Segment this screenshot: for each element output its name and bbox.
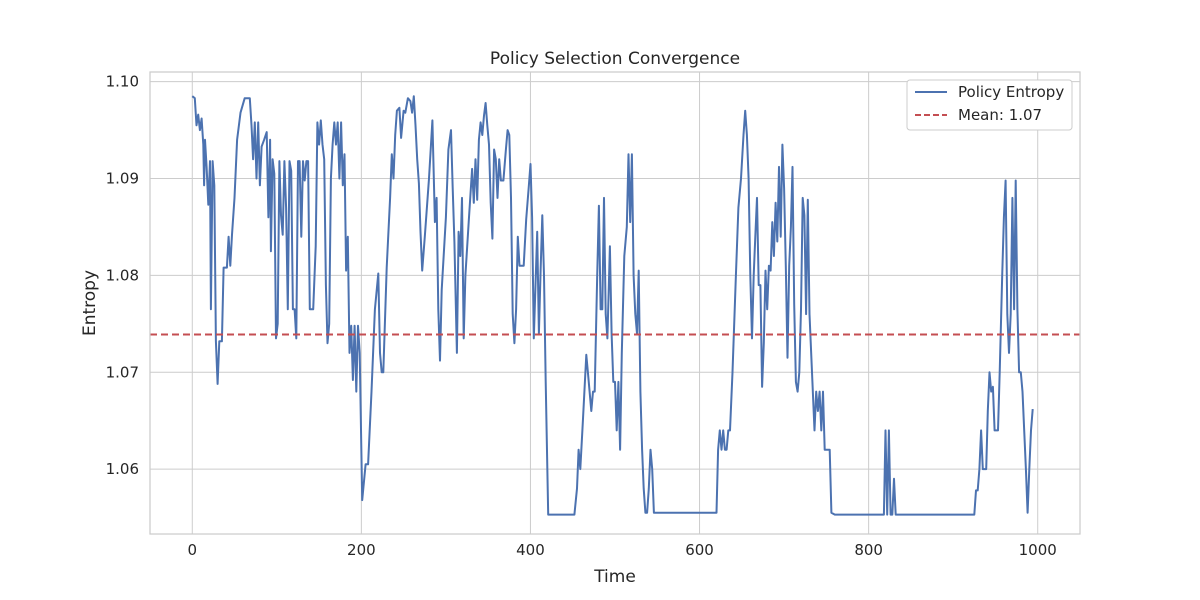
legend-label-mean: Mean: 1.07 — [958, 106, 1042, 124]
x-tick-label: 400 — [516, 541, 545, 559]
legend-box — [906, 79, 1073, 131]
legend-label-policy-entropy: Policy Entropy — [958, 83, 1064, 101]
series-layer — [150, 95, 1080, 516]
y-axis-label: Entropy — [80, 270, 100, 336]
plot-area — [150, 72, 1080, 534]
x-tick-label: 1000 — [1019, 541, 1057, 559]
plot-border — [149, 71, 1081, 535]
y-tick-label: 1.09 — [106, 170, 139, 188]
ticks-layer: 0 200 400 600 800 1000 1.06 1.07 1.08 1.09 1.10 — [106, 73, 1057, 559]
y-tick-label: 1.08 — [106, 266, 139, 284]
legend: Policy Entropy Mean: 1.07 — [906, 79, 1073, 131]
x-tick-label: 800 — [854, 541, 883, 559]
y-tick-label: 1.10 — [106, 73, 139, 91]
x-tick-label: 600 — [685, 541, 714, 559]
x-axis-label: Time — [593, 567, 636, 587]
grid — [150, 72, 1080, 534]
x-tick-label: 200 — [347, 541, 376, 559]
y-tick-label: 1.07 — [106, 363, 139, 381]
series-line-policy-entropy — [191, 95, 1034, 516]
chart-title: Policy Selection Convergence — [490, 49, 740, 69]
y-tick-label: 1.06 — [106, 460, 139, 478]
x-tick-label: 0 — [187, 541, 197, 559]
